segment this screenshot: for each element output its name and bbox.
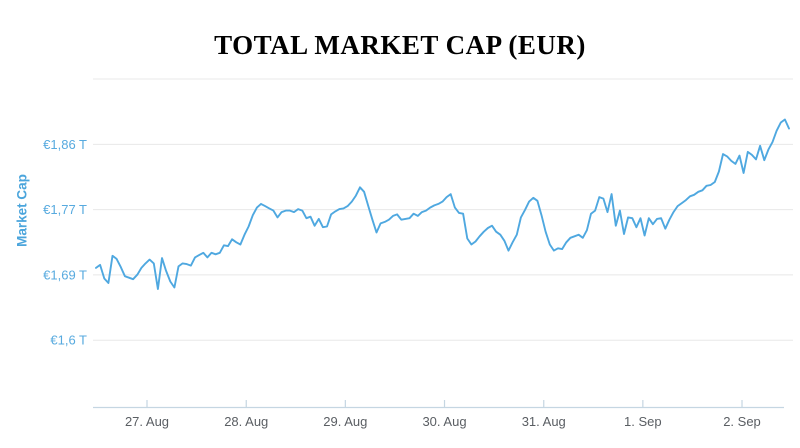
x-axis-tick-label: 28. Aug bbox=[224, 414, 268, 429]
y-axis-tick-label: €1,6 T bbox=[50, 333, 87, 348]
chart-title: TOTAL MARKET CAP (EUR) bbox=[214, 30, 586, 60]
market-cap-line-series bbox=[95, 118, 790, 290]
x-axis-tick-label: 27. Aug bbox=[125, 414, 169, 429]
x-axis-tick-label: 29. Aug bbox=[323, 414, 367, 429]
x-axis-tick-label: 31. Aug bbox=[522, 414, 566, 429]
x-axis-tick-label: 2. Sep bbox=[723, 414, 761, 429]
x-axis-tick-label: 1. Sep bbox=[624, 414, 662, 429]
y-axis-tick-label: €1,69 T bbox=[43, 267, 87, 282]
y-axis-tick-label: €1,77 T bbox=[43, 202, 87, 217]
x-axis-tick-label: 30. Aug bbox=[422, 414, 466, 429]
y-axis-tick-label: €1,86 T bbox=[43, 137, 87, 152]
